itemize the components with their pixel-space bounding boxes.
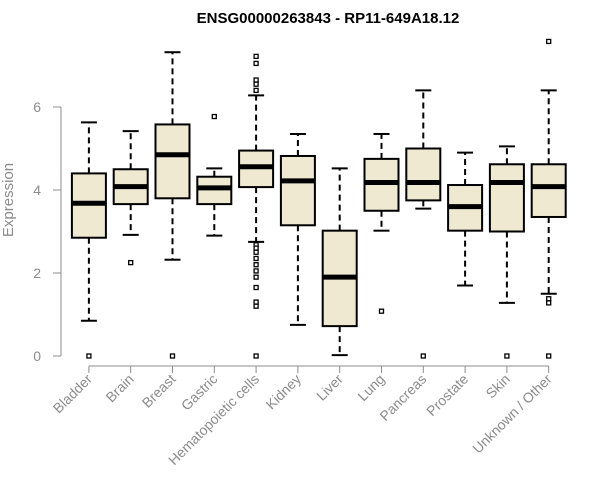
- box-series: [70, 38, 567, 359]
- outlier-point: [86, 353, 92, 359]
- box-brain: [112, 130, 149, 266]
- outlier-point: [169, 353, 176, 359]
- box-kidney: [279, 132, 316, 326]
- x-tick-label: Lung: [354, 371, 387, 404]
- outlier-point: [128, 259, 134, 266]
- iqr-box: [488, 163, 525, 233]
- outlier-point: [211, 113, 217, 120]
- outlier-point: [546, 353, 552, 359]
- iqr-box: [154, 123, 191, 200]
- x-tick-label: Prostate: [423, 371, 471, 419]
- x-tick-label: Bladder: [50, 371, 96, 417]
- outlier-point: [253, 77, 259, 83]
- outlier-point: [253, 87, 259, 94]
- box-pancreas: [405, 89, 442, 359]
- box-prostate: [447, 151, 484, 287]
- chart-title: ENSG00000263843 - RP11-649A18.12: [197, 10, 460, 27]
- x-tick-label: Unknown / Other: [469, 371, 555, 457]
- box-unknown-other: [530, 38, 567, 359]
- x-tick-label: Breast: [139, 371, 179, 411]
- outlier-point: [253, 245, 259, 251]
- iqr-box: [530, 163, 567, 218]
- outlier-point: [253, 303, 259, 309]
- iqr-box: [279, 154, 316, 227]
- outlier-point: [253, 274, 259, 280]
- outlier-point: [253, 53, 259, 60]
- outlier-point: [253, 299, 259, 305]
- outlier-point: [253, 262, 259, 268]
- box-hematopoietic-cells: [238, 53, 275, 359]
- outlier-point: [378, 308, 385, 314]
- x-tick-label: Skin: [482, 371, 513, 402]
- box-lung: [363, 132, 400, 314]
- outlier-point: [253, 284, 259, 291]
- outlier-point: [253, 60, 259, 67]
- outlier-point: [253, 249, 259, 255]
- box-breast: [154, 51, 191, 359]
- outlier-point: [504, 353, 510, 359]
- outlier-point: [253, 268, 259, 274]
- outlier-point: [420, 353, 426, 359]
- box-gastric: [196, 113, 233, 237]
- x-tick-label: Liver: [313, 371, 346, 404]
- outlier-point: [253, 353, 259, 359]
- y-axis-label: Expression: [0, 163, 17, 237]
- y-tick-label: 2: [33, 265, 41, 281]
- box-skin: [488, 145, 525, 359]
- outlier-point: [546, 296, 552, 302]
- y-axis: 0 2 4 6: [33, 99, 62, 364]
- y-tick-label: 0: [33, 348, 41, 364]
- box-liver: [321, 167, 358, 357]
- y-tick-label: 6: [33, 99, 41, 115]
- outlier-point: [253, 255, 259, 262]
- box-bladder: [70, 121, 107, 359]
- x-tick-label: Brain: [102, 371, 136, 405]
- y-tick-label: 4: [33, 182, 41, 198]
- outlier-point: [546, 300, 552, 306]
- iqr-box: [405, 147, 442, 202]
- outlier-point: [546, 38, 552, 45]
- x-tick-label: Kidney: [262, 371, 304, 413]
- outlier-point: [253, 81, 259, 87]
